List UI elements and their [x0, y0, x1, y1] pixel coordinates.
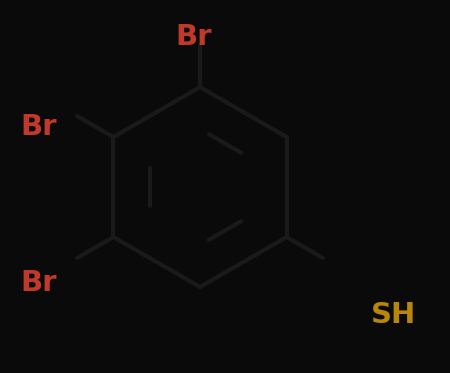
Text: SH: SH: [371, 301, 416, 329]
Text: Br: Br: [20, 113, 57, 141]
Text: Br: Br: [175, 23, 212, 51]
Text: Br: Br: [20, 269, 57, 298]
